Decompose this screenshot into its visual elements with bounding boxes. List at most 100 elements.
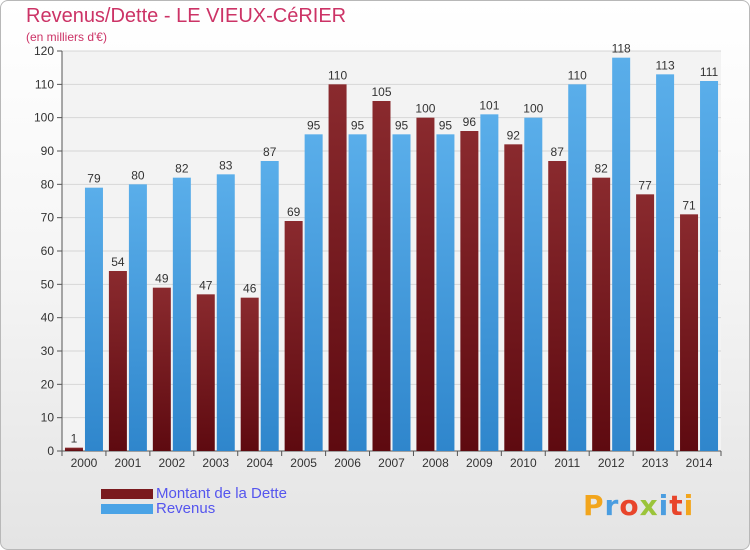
y-tick-label: 10 [41,411,55,425]
x-tick-label: 2001 [115,456,142,470]
x-tick-label: 2013 [642,456,669,470]
data-label-debt: 69 [287,205,301,219]
y-tick-label: 50 [41,277,55,291]
legend-swatch-revenue [101,504,153,514]
bar-debt [680,214,699,451]
data-label-revenue: 100 [523,102,543,116]
bar-revenue [700,81,719,451]
y-tick-label: 0 [47,444,54,458]
bar-revenue [260,161,279,451]
legend-label-debt: Montant de la Dette [156,485,287,502]
bar-debt [108,271,127,451]
y-tick-label: 20 [41,377,55,391]
x-tick-label: 2012 [598,456,625,470]
x-tick-label: 2003 [202,456,229,470]
y-tick-label: 40 [41,311,55,325]
logo-letter: o [619,489,640,522]
data-label-revenue: 82 [175,162,189,176]
bar-debt [372,101,391,451]
bar-debt [196,294,215,451]
bar-revenue [172,177,191,451]
data-label-revenue: 110 [568,68,587,82]
logo-letter: P [583,489,605,522]
y-tick-label: 90 [41,144,55,158]
logo-letter: t [669,489,684,522]
y-tick-label: 100 [34,111,54,125]
x-tick-label: 2002 [158,456,185,470]
data-label-revenue: 80 [131,168,145,182]
x-tick-label: 2006 [334,456,361,470]
chart-title: Revenus/Dette - LE VIEUX-CéRIER [26,5,347,27]
legend-label-revenue: Revenus [156,500,216,517]
logo-letter: r [604,489,620,522]
data-label-revenue: 101 [479,98,499,112]
data-label-revenue: 95 [307,118,321,132]
y-tick-label: 60 [41,244,55,258]
bar-revenue [304,134,323,452]
bar-revenue [480,114,499,451]
bar-revenue [128,184,147,452]
data-label-debt: 77 [638,178,652,192]
data-label-debt: 87 [551,145,565,159]
data-label-debt: 82 [594,162,608,176]
data-label-debt: 92 [507,128,521,142]
data-label-revenue: 79 [87,172,101,186]
data-label-debt: 71 [682,198,696,212]
data-label-debt: 1 [71,432,78,446]
data-label-revenue: 113 [656,58,675,72]
x-tick-label: 2009 [466,456,493,470]
bar-debt [240,297,259,451]
x-tick-label: 2011 [554,456,580,470]
bar-revenue [348,134,367,452]
data-label-revenue: 83 [219,158,233,172]
bar-revenue [568,84,587,451]
proxiti-logo: Proxiti [583,489,694,522]
bar-debt [284,221,303,451]
x-tick-label: 2005 [290,456,317,470]
legend-swatch-debt [101,489,153,499]
y-tick-label: 120 [34,44,54,58]
data-label-debt: 47 [199,278,213,292]
chart-subtitle: (en milliers d'€) [26,30,107,44]
bar-revenue [436,134,455,452]
data-label-revenue: 87 [263,145,277,159]
bar-debt [548,161,567,451]
data-label-debt: 46 [243,282,257,296]
bar-revenue [524,117,543,452]
data-label-debt: 96 [463,115,477,129]
bar-debt [152,287,171,451]
bar-revenue [84,187,103,451]
bar-revenue [612,57,631,452]
data-label-debt: 49 [155,272,169,286]
logo-letter: i [658,489,670,522]
bar-debt [416,117,435,452]
bar-debt [328,84,347,451]
bar-debt [504,144,523,452]
bar-debt [64,447,83,451]
y-tick-label: 80 [41,177,55,191]
data-label-revenue: 95 [439,118,453,132]
bar-debt [592,177,611,451]
y-tick-label: 110 [35,77,54,91]
data-label-revenue: 95 [395,118,409,132]
data-label-revenue: 118 [612,42,631,56]
data-label-debt: 110 [328,68,347,82]
x-tick-label: 2004 [246,456,273,470]
bar-revenue [392,134,411,452]
data-label-revenue: 111 [700,65,719,79]
bar-debt [460,131,479,451]
x-tick-label: 2007 [378,456,405,470]
data-label-debt: 54 [111,255,125,269]
bar-debt [636,194,655,452]
data-label-revenue: 95 [351,118,365,132]
x-tick-label: 2010 [510,456,537,470]
logo-letter: x [639,489,659,522]
x-tick-label: 2014 [686,456,713,470]
x-tick-label: 2008 [422,456,449,470]
logo-letter: i [683,489,695,522]
bar-revenue [216,174,235,452]
y-tick-label: 70 [41,211,55,225]
y-tick-label: 30 [41,344,55,358]
